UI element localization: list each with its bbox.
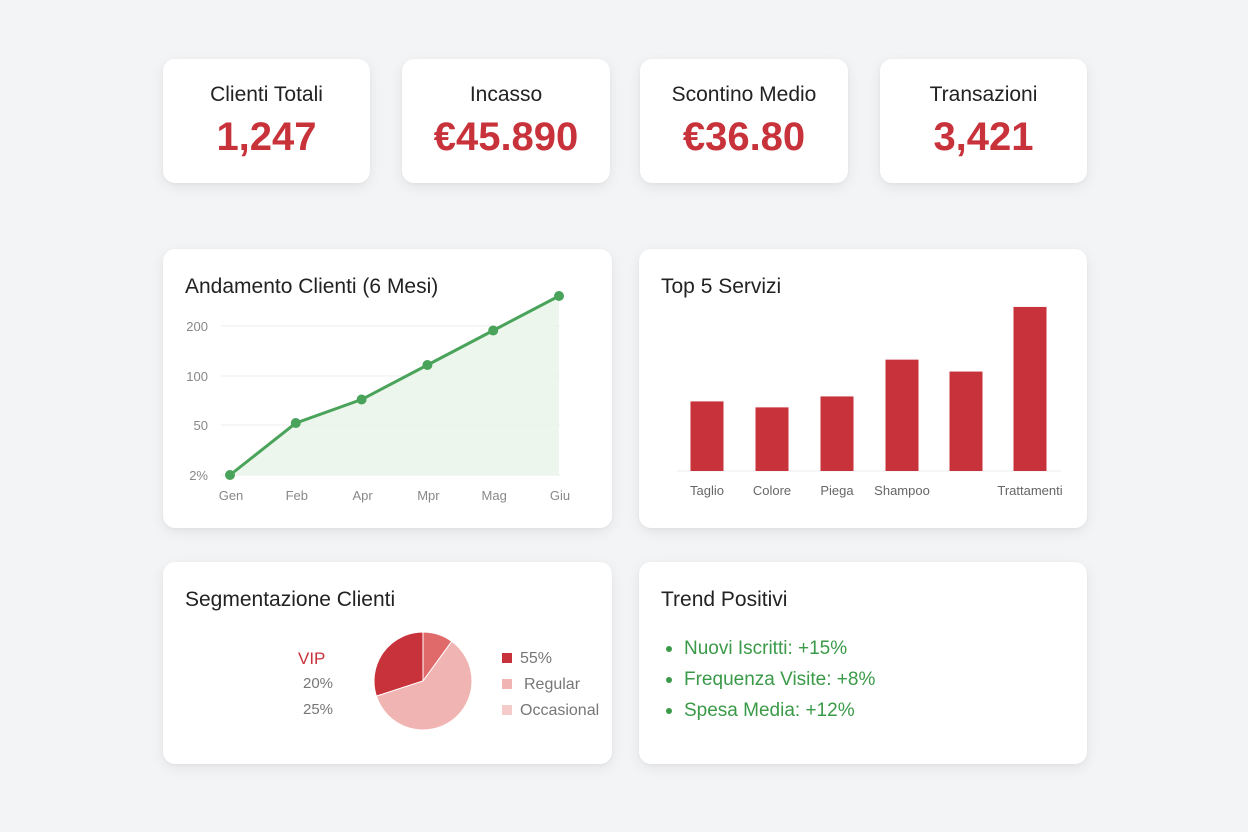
y-tick-label: 2% <box>189 468 208 483</box>
x-tick-label: Trattamenti <box>997 483 1062 498</box>
bar <box>949 371 983 471</box>
kpi-value: 3,421 <box>933 115 1034 159</box>
bullet-icon <box>666 677 672 683</box>
x-tick-label: Shampoo <box>874 483 930 498</box>
series-line <box>229 294 560 477</box>
legend-item: Occasional <box>520 702 600 719</box>
pie-slice <box>373 631 424 697</box>
bullet-icon <box>666 646 672 652</box>
data-point <box>225 470 235 480</box>
kpi-label: Incasso <box>469 83 543 106</box>
bar-chart: Taglio Colore Piega Shampoo Trattamenti <box>677 306 1063 498</box>
data-point <box>488 325 499 336</box>
legend-swatch-light <box>502 679 512 689</box>
kpi-value: €36.80 <box>682 115 806 159</box>
pie-label-vip: VIP <box>298 649 326 668</box>
kpi-card-transazioni: Transazioni 3,421 <box>880 59 1087 183</box>
legend-item: 55% <box>520 650 553 667</box>
trend-panel: Trend Positivi Nuovi Iscritti: +15% Freq… <box>639 562 1087 764</box>
kpi-card-scontino-medio: Scontino Medio €36.80 <box>640 59 848 183</box>
data-point <box>422 360 433 370</box>
kpi-card-clienti-totali: Clienti Totali 1,247 <box>163 59 370 183</box>
bullet-icon <box>666 708 672 714</box>
pie-slice <box>375 640 473 731</box>
bar <box>690 401 724 471</box>
data-point <box>554 291 564 301</box>
line-chart: 2% 50 100 200 Gen Feb Apr Mpr Mag Giu <box>186 291 570 503</box>
x-tick-label: Piega <box>820 483 854 498</box>
pie-chart <box>373 631 473 731</box>
pie-label-20: 20% <box>303 675 334 692</box>
legend-swatch-dark <box>502 653 512 663</box>
y-tick-label: 200 <box>186 319 208 334</box>
x-tick-label: Mag <box>482 488 507 503</box>
kpi-card-incasso: Incasso €45.890 <box>402 59 610 183</box>
pie-chart-title: Segmentazione Clienti <box>185 588 396 611</box>
trend-item-text: Nuovi Iscritti: +15% <box>684 638 848 659</box>
trend-item-text: Frequenza Visite: +8% <box>684 669 876 690</box>
trend-item: Nuovi Iscritti: +15% <box>664 636 875 667</box>
data-point <box>356 394 367 405</box>
pie-chart-panel: Segmentazione Clienti VIP 20% 25% 55% Re… <box>163 562 612 764</box>
trend-list: Nuovi Iscritti: +15% Frequenza Visite: +… <box>664 636 875 729</box>
pie-label-25: 25% <box>303 701 334 718</box>
line-chart-title: Andamento Clienti (6 Mesi) <box>185 275 439 298</box>
kpi-label: Clienti Totali <box>210 83 323 106</box>
kpi-label: Scontino Medio <box>671 83 817 106</box>
bar <box>820 396 854 471</box>
legend-item: Regular <box>524 676 581 693</box>
trend-item-text: Spesa Media: +12% <box>684 700 855 721</box>
bar <box>885 359 919 471</box>
line-chart-panel: Andamento Clienti (6 Mesi) 2% 50 100 200 Gen… <box>163 249 612 528</box>
x-tick-label: Feb <box>286 488 308 503</box>
bar-chart-panel: Top 5 Servizi Taglio Colore Piega Shampoo Tr… <box>639 249 1087 528</box>
x-tick-label: Colore <box>753 483 791 498</box>
trend-title: Trend Positivi <box>661 588 788 611</box>
y-tick-label: 50 <box>194 418 208 433</box>
bar-chart-title: Top 5 Servizi <box>661 275 782 298</box>
x-tick-label: Apr <box>352 488 373 503</box>
x-tick-label: Taglio <box>690 483 724 498</box>
data-point <box>290 418 301 429</box>
x-tick-label: Gen <box>219 488 244 503</box>
kpi-value: €45.890 <box>433 115 579 159</box>
y-tick-label: 100 <box>186 369 208 384</box>
kpi-value: 1,247 <box>216 115 317 159</box>
bar <box>755 407 789 471</box>
trend-item: Spesa Media: +12% <box>664 698 875 729</box>
trend-item: Frequenza Visite: +8% <box>664 667 875 698</box>
bar <box>1013 306 1047 471</box>
x-tick-label: Giu <box>550 488 570 503</box>
legend-swatch-lighter <box>502 705 512 715</box>
kpi-label: Transazioni <box>929 83 1038 106</box>
x-tick-label: Mpr <box>417 488 440 503</box>
